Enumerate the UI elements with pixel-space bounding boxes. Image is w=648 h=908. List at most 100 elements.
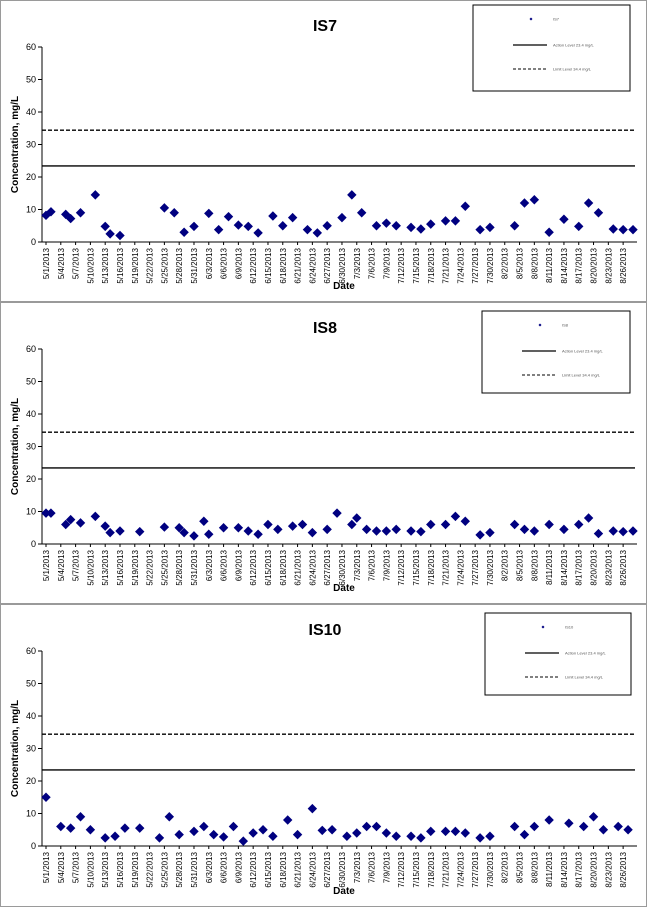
- data-point: [189, 531, 199, 541]
- data-point: [460, 828, 470, 838]
- data-point: [529, 195, 540, 205]
- y-tick-label: 0: [31, 539, 36, 549]
- data-point: [233, 523, 244, 533]
- data-point: [574, 221, 584, 232]
- data-point: [381, 526, 392, 536]
- x-tick-label: 8/26/2013: [619, 549, 628, 585]
- legend-label: IS10: [565, 625, 574, 630]
- x-tick-label: 6/12/2013: [249, 851, 258, 887]
- data-point: [189, 826, 199, 837]
- x-tick-label: 8/8/2013: [530, 247, 539, 279]
- data-point: [105, 229, 115, 239]
- x-tick-label: 8/2/2013: [501, 851, 510, 883]
- x-tick-label: 7/24/2013: [456, 851, 465, 887]
- x-tick-label: 6/21/2013: [294, 247, 303, 283]
- data-point: [564, 818, 574, 828]
- x-tick-label: 5/22/2013: [146, 851, 155, 887]
- data-point: [61, 519, 71, 530]
- x-tick-label: 5/4/2013: [57, 247, 66, 279]
- chart-panel-is10: IS10 0 10 20 30 40 50 60 5/1/2013 5/4/2013 5/7/201…: [0, 604, 647, 907]
- data-point: [406, 526, 416, 536]
- y-tick-label: 30: [26, 140, 36, 150]
- x-tick-label: 5/4/2013: [57, 549, 66, 581]
- data-point: [100, 833, 110, 843]
- data-point: [588, 812, 599, 822]
- x-tick-label: 8/17/2013: [575, 247, 584, 283]
- data-point: [322, 524, 332, 535]
- y-tick-label: 40: [26, 711, 36, 721]
- chart-svg: IS8 0 10 20 30 40 50 60 5/1/2013 5/4/2013 5/7/2013…: [10, 310, 638, 594]
- x-tick-label: 5/10/2013: [86, 549, 95, 585]
- legend-marker: [538, 323, 542, 327]
- data-point: [352, 828, 362, 838]
- x-tick-label: 7/15/2013: [412, 247, 421, 283]
- data-point: [371, 821, 382, 832]
- x-tick-label: 6/12/2013: [249, 247, 258, 283]
- x-tick-label: 6/24/2013: [308, 851, 317, 887]
- data-point: [135, 526, 145, 537]
- x-tick-label: 8/14/2013: [560, 851, 569, 887]
- x-tick-label: 7/30/2013: [486, 549, 495, 585]
- x-tick-label: 7/21/2013: [442, 247, 451, 283]
- x-tick-label: 6/9/2013: [234, 549, 243, 581]
- data-point: [509, 221, 520, 231]
- data-point: [199, 516, 209, 526]
- legend-box: [472, 4, 631, 92]
- x-tick-label: 5/16/2013: [116, 247, 125, 283]
- y-tick-label: 40: [26, 107, 36, 117]
- data-point: [485, 527, 495, 538]
- x-tick-label: 6/6/2013: [220, 851, 229, 883]
- data-point: [559, 214, 569, 224]
- x-tick-label: 6/9/2013: [234, 247, 243, 279]
- data-point: [347, 519, 357, 530]
- legend-label: Limit Level 34.4 mg/L: [565, 675, 604, 680]
- data-point: [371, 221, 382, 231]
- x-tick-label: 6/18/2013: [279, 851, 288, 887]
- x-tick-label: 5/25/2013: [160, 549, 169, 585]
- data-point: [159, 203, 170, 213]
- data-point: [342, 831, 352, 841]
- x-tick-label: 8/17/2013: [575, 851, 584, 887]
- data-point: [90, 511, 101, 522]
- data-point: [347, 190, 357, 200]
- x-tick-label: 8/8/2013: [530, 549, 539, 581]
- data-point: [519, 829, 530, 840]
- x-tick-label: 7/15/2013: [412, 549, 421, 585]
- data-point: [115, 230, 125, 241]
- y-tick-label: 60: [26, 42, 36, 52]
- legend-marker: [541, 625, 545, 629]
- data-point: [302, 224, 313, 235]
- data-point: [179, 527, 189, 538]
- x-tick-label: 8/2/2013: [501, 549, 510, 581]
- data-point: [218, 832, 229, 842]
- data-point: [46, 508, 56, 518]
- chart-svg: IS7 0 10 20 30 40 50 60 5/1/2013 5/4/2013 5/7/2013…: [10, 4, 638, 292]
- data-point: [282, 815, 293, 825]
- data-point: [169, 208, 179, 218]
- data-point: [65, 213, 76, 224]
- x-tick-label: 8/8/2013: [530, 851, 539, 883]
- legend-label: Limit Level 34.4 mg/L: [553, 67, 592, 72]
- data-point: [317, 825, 327, 836]
- x-tick-label: 6/18/2013: [279, 247, 288, 283]
- x-tick-label: 5/28/2013: [175, 851, 184, 887]
- y-tick-label: 60: [26, 344, 36, 354]
- data-point: [416, 833, 426, 843]
- data-point: [381, 828, 392, 838]
- y-tick-label: 10: [26, 205, 36, 215]
- x-tick-label: 5/4/2013: [57, 851, 66, 883]
- x-axis-label: Date: [333, 583, 355, 594]
- x-tick-label: 5/31/2013: [190, 549, 199, 585]
- x-tick-label: 8/11/2013: [545, 247, 554, 283]
- x-tick-label: 8/23/2013: [604, 247, 613, 283]
- data-point: [292, 829, 303, 840]
- data-point: [223, 211, 234, 222]
- data-point: [593, 208, 604, 218]
- legend-label: Action Level 23.4 mg/L: [562, 349, 603, 354]
- chart-svg: IS10 0 10 20 30 40 50 60 5/1/2013 5/4/2013 5/7/201…: [10, 612, 637, 897]
- x-tick-label: 5/25/2013: [160, 247, 169, 283]
- x-tick-label: 5/16/2013: [116, 851, 125, 887]
- data-point: [475, 530, 485, 540]
- x-tick-label: 8/11/2013: [545, 851, 554, 887]
- x-tick-label: 6/27/2013: [323, 851, 332, 887]
